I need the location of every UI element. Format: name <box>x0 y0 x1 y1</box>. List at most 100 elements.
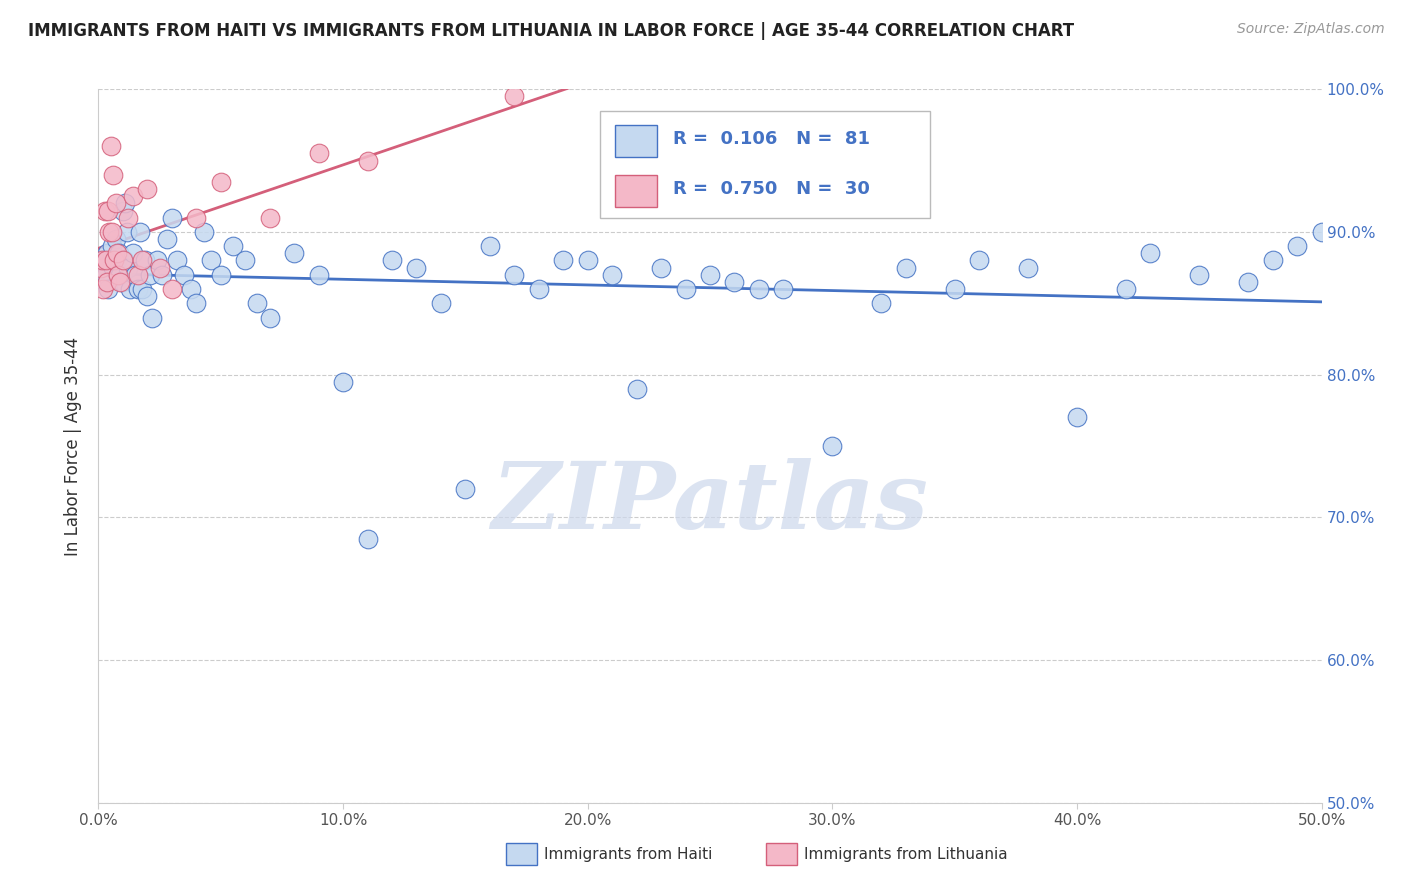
Point <box>96 275 118 289</box>
Point <box>186 296 208 310</box>
Point <box>101 239 124 253</box>
Point <box>576 253 599 268</box>
Point <box>93 203 115 218</box>
Point <box>1237 275 1260 289</box>
Point <box>112 253 135 268</box>
Text: R =  0.750   N =  30: R = 0.750 N = 30 <box>673 180 870 198</box>
Point <box>283 246 305 260</box>
Point <box>209 175 232 189</box>
Point <box>332 375 354 389</box>
Point <box>160 211 183 225</box>
Point <box>503 89 526 103</box>
Point <box>107 268 129 282</box>
Point <box>967 253 990 268</box>
Point <box>105 253 128 268</box>
Point <box>246 296 269 310</box>
Point <box>100 139 122 153</box>
Bar <box>614 175 658 207</box>
Point <box>136 289 159 303</box>
Point <box>308 268 330 282</box>
Text: Source: ZipAtlas.com: Source: ZipAtlas.com <box>1237 22 1385 37</box>
Point <box>101 225 124 239</box>
Point <box>943 282 966 296</box>
Point <box>1066 410 1088 425</box>
Point <box>193 225 215 239</box>
Point <box>149 260 172 275</box>
Point <box>114 196 136 211</box>
Point <box>870 296 893 310</box>
Point <box>405 260 427 275</box>
Point <box>120 282 142 296</box>
Point <box>97 282 120 296</box>
Point <box>200 253 222 268</box>
Point <box>91 253 114 268</box>
Bar <box>614 125 658 157</box>
Point <box>94 268 117 282</box>
Point <box>117 260 139 275</box>
Point <box>146 253 169 268</box>
Point <box>91 253 114 268</box>
Point <box>209 268 232 282</box>
Point <box>108 246 131 260</box>
Point <box>150 268 173 282</box>
Point <box>356 532 378 546</box>
Point <box>121 246 143 260</box>
Point <box>90 260 112 275</box>
Point <box>104 232 127 246</box>
Point <box>430 296 453 310</box>
Point <box>180 282 202 296</box>
Point <box>110 268 132 282</box>
Point <box>600 268 623 282</box>
Point <box>100 253 122 268</box>
Point <box>626 382 648 396</box>
Point <box>131 282 153 296</box>
Text: R =  0.106   N =  81: R = 0.106 N = 81 <box>673 130 870 148</box>
Point <box>233 253 256 268</box>
Point <box>1017 260 1039 275</box>
Point <box>1310 225 1333 239</box>
Point <box>96 246 118 260</box>
Point <box>139 268 162 282</box>
Point <box>503 268 526 282</box>
Y-axis label: In Labor Force | Age 35-44: In Labor Force | Age 35-44 <box>65 336 83 556</box>
Point <box>553 253 575 268</box>
FancyBboxPatch shape <box>600 111 931 218</box>
Point <box>111 275 134 289</box>
Point <box>97 203 120 218</box>
Point <box>94 253 117 268</box>
Point <box>91 260 114 275</box>
Point <box>222 239 245 253</box>
Point <box>101 260 124 275</box>
Point <box>117 211 139 225</box>
Point <box>527 282 550 296</box>
Point <box>141 310 163 325</box>
Text: Immigrants from Haiti: Immigrants from Haiti <box>544 847 713 862</box>
Point <box>93 275 115 289</box>
Point <box>173 268 195 282</box>
Point <box>101 168 124 182</box>
Point <box>129 225 152 239</box>
Point <box>675 282 697 296</box>
Point <box>1139 246 1161 260</box>
Point <box>381 253 404 268</box>
Point <box>160 282 183 296</box>
Point <box>111 253 134 268</box>
Point <box>104 196 127 211</box>
Point <box>91 282 114 296</box>
Point <box>894 260 917 275</box>
Point <box>136 182 159 196</box>
Point <box>127 268 149 282</box>
Point <box>186 211 208 225</box>
Point <box>821 439 844 453</box>
Point <box>308 146 330 161</box>
Point <box>1115 282 1137 296</box>
Point <box>98 225 121 239</box>
Point <box>131 253 153 268</box>
Text: ZIPatlas: ZIPatlas <box>492 458 928 548</box>
Point <box>110 275 132 289</box>
Point <box>103 253 125 268</box>
Point <box>650 260 672 275</box>
Point <box>699 268 721 282</box>
Point <box>1261 253 1284 268</box>
Point <box>1286 239 1309 253</box>
